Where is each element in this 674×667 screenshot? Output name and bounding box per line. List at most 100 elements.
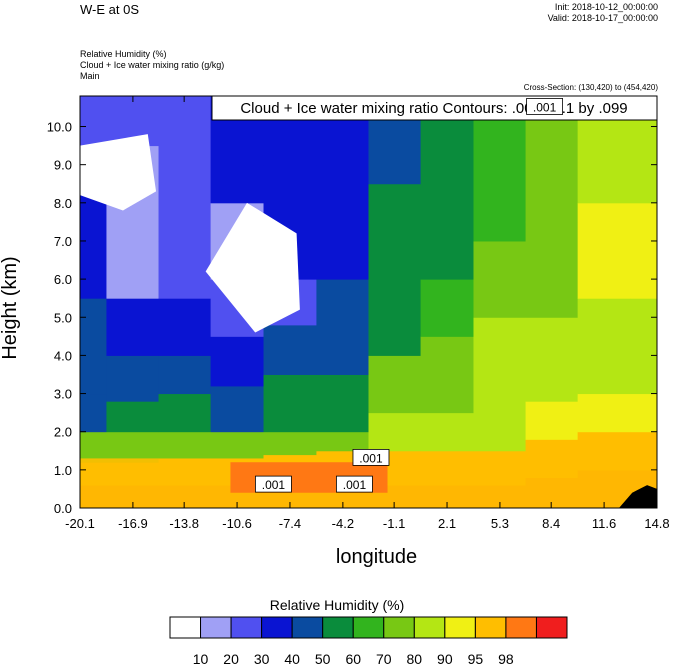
colorbar-level-label: 80 bbox=[407, 651, 423, 667]
y-axis-label: Height (km) bbox=[0, 256, 21, 359]
y-tick-label: 3.0 bbox=[54, 387, 72, 402]
contour-title-box bbox=[211, 95, 658, 121]
dry-core bbox=[205, 202, 300, 333]
colorbar-swatch bbox=[352, 616, 385, 639]
rh-band bbox=[80, 298, 107, 395]
x-tick-label: 5.3 bbox=[491, 516, 509, 531]
x-tick-label: 8.4 bbox=[542, 516, 560, 531]
colorbar-swatch bbox=[291, 616, 324, 639]
field-line-main: Main bbox=[80, 71, 100, 81]
y-tick-label: 1.0 bbox=[54, 463, 72, 478]
chart-title: W-E at 0S bbox=[80, 2, 140, 17]
rh-band bbox=[630, 202, 657, 299]
init-time: Init: 2018-10-12_00:00:00 bbox=[554, 2, 658, 12]
y-tick-label: 9.0 bbox=[54, 158, 72, 173]
colorbar-level-label: 30 bbox=[254, 651, 270, 667]
y-tick-label: 6.0 bbox=[54, 272, 72, 287]
contour-label: .001 bbox=[343, 478, 367, 492]
colorbar-level-label: 98 bbox=[498, 651, 514, 667]
rh-band bbox=[106, 355, 160, 402]
rh-band bbox=[630, 298, 657, 395]
rh-band bbox=[630, 393, 657, 433]
contour-label-box bbox=[255, 475, 292, 493]
rh-band bbox=[316, 279, 369, 375]
x-tick-label: 2.1 bbox=[438, 516, 456, 531]
y-tick-label: 7.0 bbox=[54, 234, 72, 249]
colorbar-swatch bbox=[505, 616, 537, 639]
colorbar-swatch bbox=[535, 616, 568, 639]
rh-band bbox=[210, 431, 265, 459]
rh-band bbox=[368, 279, 422, 356]
x-tick-label: -1.1 bbox=[383, 516, 405, 531]
colorbar-swatch bbox=[200, 616, 232, 639]
contour-label: .001 bbox=[533, 100, 557, 114]
x-tick-label: -4.2 bbox=[332, 516, 354, 531]
rh-band bbox=[263, 374, 317, 433]
rh-band bbox=[106, 298, 160, 356]
contour-label-box bbox=[336, 475, 373, 493]
colorbar-swatch bbox=[383, 616, 415, 639]
rh-band bbox=[158, 431, 212, 459]
colorbar-swatch bbox=[169, 616, 202, 639]
rh-band bbox=[263, 431, 317, 456]
x-tick-label: -16.9 bbox=[118, 516, 148, 531]
rh-band bbox=[316, 96, 369, 280]
rh-band bbox=[368, 412, 422, 452]
colorbar-swatch bbox=[322, 616, 354, 639]
y-tick-label: 4.0 bbox=[54, 348, 72, 363]
rh-band bbox=[577, 393, 632, 433]
colorbar-level-label: 60 bbox=[345, 651, 361, 667]
dry-core-upper bbox=[80, 134, 157, 211]
rh-band bbox=[577, 298, 632, 395]
rh-band bbox=[316, 431, 369, 452]
y-tick-label: 2.0 bbox=[54, 425, 72, 440]
rh-band bbox=[368, 355, 422, 414]
colorbar-swatch bbox=[444, 616, 476, 639]
cross-section-label: Cross-Section: (130,420) to (454,420) bbox=[523, 83, 658, 92]
colorbar-title: Relative Humidity (%) bbox=[269, 597, 405, 613]
colorbar-level-label: 70 bbox=[376, 651, 392, 667]
colorbar-level-label: 10 bbox=[193, 651, 209, 667]
rh-band bbox=[525, 221, 579, 318]
y-tick-label: 10.0 bbox=[47, 120, 72, 135]
y-tick-label: 0.0 bbox=[54, 501, 72, 516]
rh-band bbox=[368, 183, 422, 280]
colorbar-level-label: 50 bbox=[315, 651, 331, 667]
contour-label-box bbox=[526, 98, 563, 115]
colorbar-swatch bbox=[230, 616, 263, 639]
rh-band bbox=[473, 412, 527, 452]
rh-band bbox=[263, 324, 317, 375]
field-line-cloud: Cloud + Ice water mixing ratio (g/kg) bbox=[80, 60, 225, 70]
x-tick-label: -7.4 bbox=[279, 516, 301, 531]
rh-band bbox=[420, 96, 474, 280]
colorbar-level-label: 20 bbox=[223, 651, 239, 667]
rh-band bbox=[525, 401, 579, 440]
colorbar-level-label: 90 bbox=[437, 651, 453, 667]
rh-band bbox=[473, 317, 527, 414]
rh-band bbox=[158, 393, 212, 433]
y-tick-label: 5.0 bbox=[54, 310, 72, 325]
x-tick-label: -10.6 bbox=[222, 516, 252, 531]
y-tick-label: 8.0 bbox=[54, 196, 72, 211]
x-tick-label: -13.8 bbox=[169, 516, 199, 531]
contour-label: .001 bbox=[262, 478, 286, 492]
field-line-rh: Relative Humidity (%) bbox=[80, 49, 167, 59]
colorbar-level-label: 40 bbox=[284, 651, 300, 667]
colorbar-swatch bbox=[261, 616, 293, 639]
rh-band bbox=[473, 240, 527, 318]
colorbar-level-label: 95 bbox=[468, 651, 484, 667]
rh-band bbox=[316, 374, 369, 433]
rh-band bbox=[577, 202, 632, 299]
rh-band bbox=[420, 412, 474, 452]
rh-band bbox=[106, 401, 160, 433]
contour-label-box bbox=[352, 449, 390, 466]
rh-band bbox=[210, 336, 265, 387]
rh-band bbox=[420, 336, 474, 414]
x-axis-label: longitude bbox=[336, 546, 417, 568]
rh-band bbox=[210, 385, 265, 433]
x-tick-label: 14.8 bbox=[644, 516, 669, 531]
colorbar-swatch bbox=[413, 616, 446, 639]
x-tick-label: 11.6 bbox=[592, 516, 616, 531]
